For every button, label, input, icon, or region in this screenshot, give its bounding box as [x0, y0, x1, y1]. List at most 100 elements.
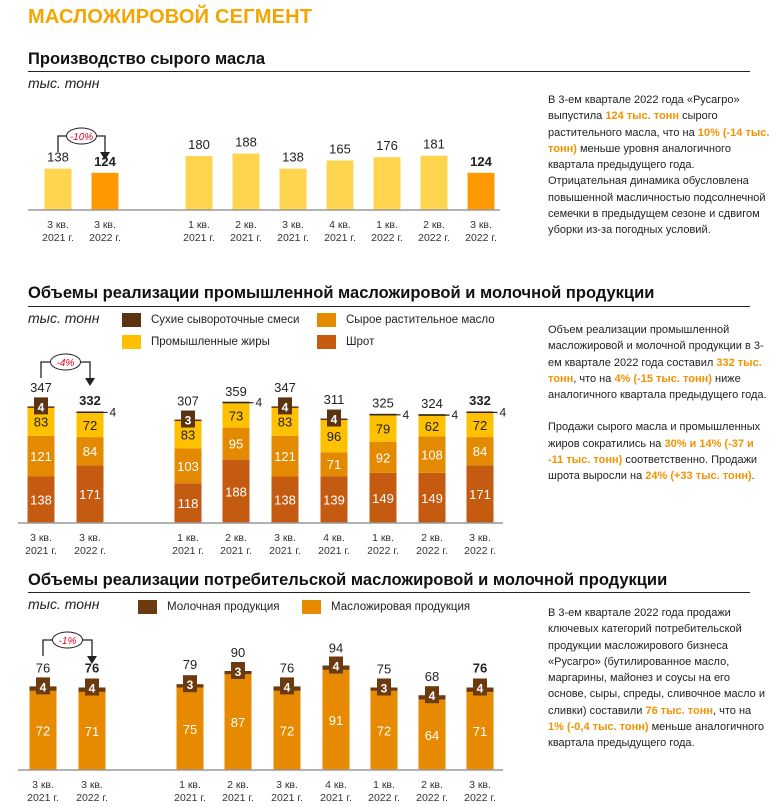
- total-label: 76: [280, 660, 294, 675]
- total-label: 324: [421, 396, 443, 411]
- x-tick-label: 2021 г.: [27, 792, 59, 804]
- bar-segment: [466, 691, 494, 770]
- total-label: 79: [183, 657, 197, 672]
- bar-segment: [271, 476, 299, 523]
- note-text: Продажи сырого масла и промышленных жиро…: [548, 421, 761, 450]
- data-label: 171: [79, 487, 101, 502]
- x-tick-label: 2 кв.: [227, 779, 249, 791]
- highlight-text: 124 тыс. тонн: [605, 110, 680, 123]
- legend-swatch: [317, 335, 336, 349]
- data-label: 72: [36, 723, 50, 738]
- data-label: 4: [282, 400, 289, 414]
- bar-segment: [320, 452, 348, 477]
- note-paragraph: Объем реализации промышленной масложиров…: [548, 322, 770, 403]
- unit-label: тыс. тонн: [28, 75, 100, 91]
- note-text: Объем реализации промышленной масложиров…: [548, 324, 764, 369]
- data-label: 124: [470, 154, 492, 169]
- data-label: 62: [425, 419, 439, 434]
- legend-item: Промышленные жиры: [122, 335, 270, 349]
- unit-label: тыс. тонн: [28, 596, 100, 612]
- data-label: 138: [30, 493, 52, 508]
- highlight-text: 30% и 14% (-37 и -11 тыс. тонн): [548, 437, 754, 467]
- x-tick-label: 1 кв.: [376, 219, 398, 231]
- bar: [44, 168, 72, 210]
- x-tick-label: 2021 г.: [271, 792, 303, 804]
- x-tick-label: 3 кв.: [81, 779, 103, 791]
- x-tick-label: 2022 г.: [76, 792, 108, 804]
- data-label: 84: [473, 444, 487, 459]
- note-text: В 3-ем квартале 2022 года «Русагро» выпу…: [548, 94, 740, 123]
- data-label: 4: [256, 396, 263, 410]
- data-label: 4: [429, 689, 436, 703]
- x-tick-label: 2 кв.: [421, 779, 443, 791]
- change-label: -1%: [59, 636, 77, 647]
- label-box: [85, 678, 99, 696]
- note-text: меньше аналогичного квартала предыдущего…: [548, 721, 765, 750]
- bar-segment: [222, 403, 250, 428]
- bar-segment: [27, 435, 55, 477]
- legend-label: Промышленные жиры: [151, 336, 270, 348]
- x-tick-label: 3 кв.: [469, 532, 491, 544]
- data-label: 87: [231, 715, 245, 730]
- section-title-consumer-sales: Объемы реализации потребительской маслож…: [28, 571, 668, 589]
- data-label: 4: [110, 405, 117, 419]
- data-label: 171: [469, 487, 491, 502]
- total-label: 347: [30, 380, 52, 395]
- highlight-text: 4% (-15 тыс. тонн): [614, 372, 712, 385]
- data-label: 4: [403, 408, 410, 422]
- data-label: 4: [500, 405, 507, 419]
- bar: [185, 156, 213, 210]
- data-label: 124: [94, 154, 116, 169]
- x-tick-label: 3 кв.: [32, 779, 54, 791]
- legend-item: Молочная продукция: [138, 600, 280, 614]
- total-label: 359: [225, 384, 247, 399]
- legend-swatch: [122, 313, 141, 327]
- data-label: 79: [376, 421, 390, 436]
- note-paragraph: В 3-ем квартале 2022 года «Русагро» выпу…: [548, 92, 770, 239]
- data-label: 72: [280, 723, 294, 738]
- x-tick-label: 3 кв.: [274, 532, 296, 544]
- data-label: 4: [477, 682, 484, 696]
- bar-segment: [271, 435, 299, 477]
- legend-item: Масложировая продукция: [302, 600, 470, 614]
- data-label: 165: [329, 142, 351, 157]
- data-label: 121: [274, 449, 296, 464]
- bar-segment: [222, 427, 250, 460]
- data-label: 3: [187, 678, 194, 692]
- x-tick-label: 2 кв.: [235, 219, 257, 231]
- total-label: 325: [372, 395, 394, 410]
- x-tick-label: 3 кв.: [276, 779, 298, 791]
- bar-segment: [76, 465, 104, 523]
- x-tick-label: 2021 г.: [320, 792, 352, 804]
- data-label: 149: [372, 491, 394, 506]
- bar-segment: [273, 690, 301, 770]
- x-tick-label: 3 кв.: [30, 532, 52, 544]
- data-label: 71: [85, 724, 99, 739]
- bar-segment: [224, 674, 252, 770]
- x-tick-label: 4 кв.: [325, 779, 347, 791]
- bar-segment: [78, 691, 106, 770]
- x-tick-label: 3 кв.: [469, 779, 491, 791]
- x-tick-label: 4 кв.: [329, 219, 351, 231]
- data-label: 181: [423, 137, 445, 152]
- x-tick-label: 2022 г.: [74, 545, 106, 557]
- data-label: 4: [333, 660, 340, 674]
- note-paragraph: В 3-ем квартале 2022 года продажи ключев…: [548, 605, 770, 752]
- bar: [326, 160, 354, 210]
- data-label: 64: [425, 728, 439, 743]
- data-label: 139: [323, 493, 345, 508]
- x-tick-label: 2021 г.: [230, 232, 262, 244]
- bar-segment: [466, 412, 494, 438]
- legend-label: Масложировая продукция: [331, 601, 471, 613]
- legend-label: Сырое растительное масло: [346, 314, 495, 326]
- bar-segment: [466, 437, 494, 466]
- bar: [420, 155, 448, 210]
- x-tick-label: 2022 г.: [464, 545, 496, 557]
- bar-segment: [320, 476, 348, 523]
- label-box: [280, 677, 294, 695]
- bar-segment: [418, 436, 446, 473]
- bar: [91, 172, 119, 210]
- note-text: .: [751, 470, 755, 483]
- data-label: 4: [40, 680, 47, 694]
- highlight-text: 332 тыс. тонн: [548, 356, 762, 385]
